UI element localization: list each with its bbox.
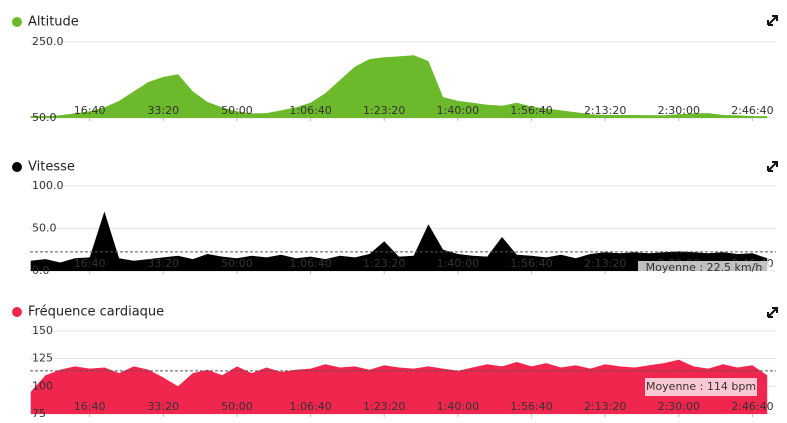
x-tick-label: 1:56:40 <box>510 104 552 117</box>
area <box>30 359 768 414</box>
legend-dot <box>12 162 22 172</box>
x-tick-label: 2:30:00 <box>658 104 700 117</box>
chart-title: Fréquence cardiaque <box>28 305 164 320</box>
y-tick-label: 250.0 <box>32 35 64 48</box>
y-tick-label: 50.0 <box>32 111 57 124</box>
y-tick-label: 100.0 <box>32 179 64 192</box>
x-tick-label: 2:30:00 <box>658 400 700 413</box>
x-tick-label: 1:40:00 <box>437 104 479 117</box>
area <box>30 211 768 271</box>
x-tick-label: 33:20 <box>147 257 179 270</box>
x-tick-label: 16:40 <box>74 257 106 270</box>
area <box>30 55 768 118</box>
chart-title: Vitesse <box>28 160 75 175</box>
x-tick-label: 1:23:20 <box>363 400 405 413</box>
x-tick-label: 2:13:20 <box>584 257 626 270</box>
y-tick-label: 0.0 <box>32 264 50 277</box>
expand-icon[interactable] <box>767 15 778 318</box>
x-tick-label: 1:23:20 <box>363 257 405 270</box>
y-tick-label: 125 <box>32 352 53 365</box>
x-tick-label: 1:40:00 <box>437 257 479 270</box>
legend-dot <box>12 307 22 317</box>
x-tick-label: 1:06:40 <box>289 104 331 117</box>
x-tick-label: 16:40 <box>74 400 106 413</box>
average-box <box>645 378 757 396</box>
x-tick-label: 2:46:40 <box>731 400 773 413</box>
x-tick-label: 1:40:00 <box>437 400 479 413</box>
x-tick-label: 1:56:40 <box>510 257 552 270</box>
y-tick-label: 75 <box>32 407 46 420</box>
y-tick-label: 50.0 <box>32 222 57 235</box>
y-tick-label: 100 <box>32 379 53 392</box>
x-tick-label: 50:00 <box>221 400 253 413</box>
x-tick-label: 1:06:40 <box>289 257 331 270</box>
x-tick-label: 2:46:40 <box>731 104 773 117</box>
average-text: Moyenne : 22.5 km/h <box>646 261 763 274</box>
x-tick-label: 1:56:40 <box>510 400 552 413</box>
average-text: Moyenne : 114 bpm <box>646 380 756 393</box>
x-tick-label: 2:13:20 <box>584 400 626 413</box>
average-label: Moyenne : 114 bpm <box>645 378 757 396</box>
x-tick-label: 1:23:20 <box>363 104 405 117</box>
y-tick-label: 150 <box>32 324 53 337</box>
x-tick-label: 16:40 <box>74 104 106 117</box>
x-tick-label: 1:06:40 <box>289 400 331 413</box>
average-box <box>638 261 770 274</box>
average-label: Moyenne : 22.5 km/h <box>638 261 770 274</box>
x-tick-label: 50:00 <box>221 257 253 270</box>
legend-dot <box>12 17 22 27</box>
x-tick-label: 50:00 <box>221 104 253 117</box>
x-tick-label: 2:13:20 <box>584 104 626 117</box>
x-tick-label: 33:20 <box>147 104 179 117</box>
x-tick-label: 33:20 <box>147 400 179 413</box>
chart-title: Altitude <box>28 15 79 30</box>
